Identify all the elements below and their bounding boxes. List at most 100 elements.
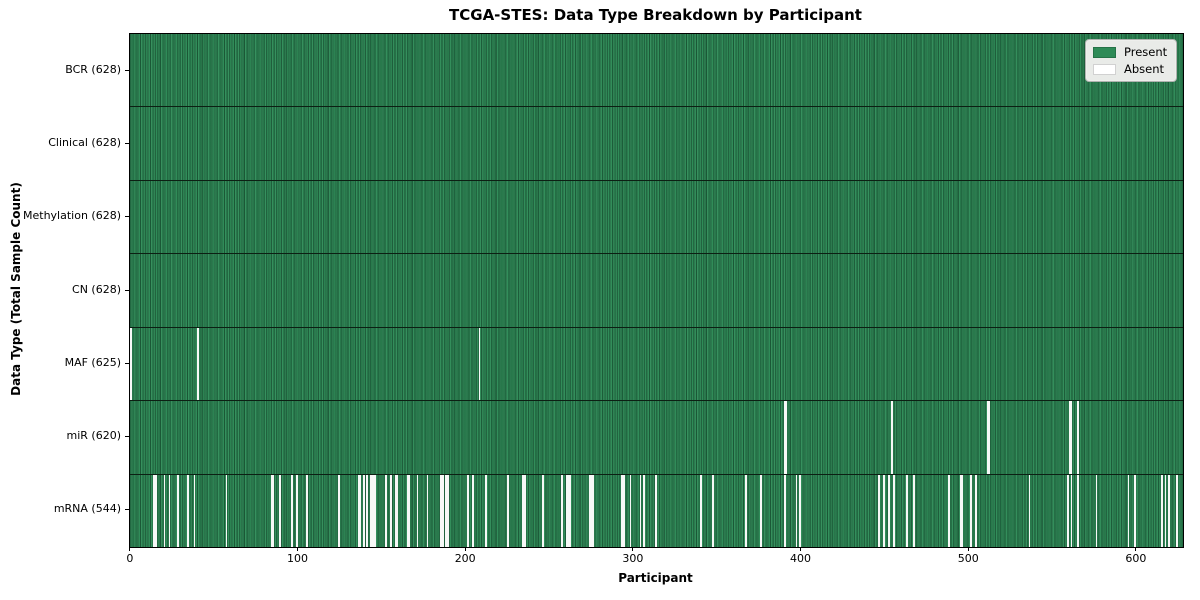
x-tick-label: 100 [287,552,308,565]
absent-stripe [366,474,369,547]
absent-stripe [440,474,442,547]
absent-stripe [988,401,991,474]
absent-stripe [1167,474,1170,547]
absent-stripe [1077,474,1080,547]
absent-stripe [569,474,571,547]
absent-stripe [913,474,915,547]
y-tick-label: Clinical (628) [48,135,121,149]
absent-stripe [1067,474,1069,547]
x-tick-label: 0 [126,552,134,565]
legend: Present Absent [1085,39,1178,82]
absent-stripe [795,474,798,547]
absent-stripe [970,474,972,547]
x-tick-mark [129,547,131,551]
absent-stripe [975,474,977,547]
absent-stripe [591,474,593,547]
absent-stripe [1095,474,1098,547]
absent-stripe [359,474,362,547]
row-band-mir [130,401,1183,475]
absent-stripe [467,474,469,547]
absent-stripe [524,474,526,547]
y-tick-label: MAF (625) [64,355,121,369]
absent-stripe [478,327,481,401]
x-tick-mark [464,547,466,551]
absent-stripe [384,474,387,547]
absent-stripe [1077,401,1080,474]
absent-stripe [745,474,748,547]
plot-area [129,33,1184,548]
absent-stripe [155,474,157,547]
absent-stripe [374,474,377,547]
absent-stripe [711,474,714,547]
absent-stripe [446,474,449,547]
row-band-clinical [130,107,1183,181]
absent-stripe [472,474,474,547]
absent-stripe [163,474,166,547]
y-tick-label: mRNA (544) [53,502,121,516]
absent-stripe [560,474,563,547]
absent-stripe [1070,474,1073,547]
absent-stripe [643,474,645,547]
absent-stripe [153,474,156,547]
absent-stripe [589,474,592,547]
absent-stripe [799,474,801,547]
x-tick-label: 200 [454,552,476,565]
x-tick-label: 400 [790,552,812,565]
absent-stripe [948,474,950,547]
legend-item-absent: Absent [1093,63,1167,75]
absent-stripe [1127,474,1130,547]
absent-stripe [621,474,623,547]
y-tick-mark [125,509,129,511]
absent-stripe [1070,401,1073,474]
x-axis-label: Participant [618,571,693,585]
x-tick-mark [1135,547,1137,551]
absent-stripe [887,474,890,547]
absent-stripe [396,474,399,547]
row-band-cn [130,254,1183,328]
absent-stripe [783,401,786,474]
absent-stripe [1134,474,1137,547]
absent-stripe [371,474,374,547]
legend-item-present: Present [1093,46,1167,58]
absent-stripe [906,474,909,547]
absent-stripe [363,474,365,547]
absent-stripe [760,474,763,547]
y-tick-mark [125,436,129,438]
absent-stripe [441,474,444,547]
absent-stripe [639,474,642,547]
absent-stripe [1176,474,1178,547]
absent-stripe [700,474,702,547]
absent-stripe [485,474,488,547]
absent-stripe [565,474,568,547]
absent-stripe [168,474,171,547]
absent-stripe [592,474,595,547]
y-tick-label: CN (628) [72,282,121,296]
absent-stripe [373,474,375,547]
absent-stripe [891,401,893,474]
absent-stripe [654,474,657,547]
absent-stripe [522,474,525,547]
x-tick-mark [297,547,298,551]
absent-stripe [892,474,895,547]
absent-stripe [785,401,788,474]
x-tick-label: 300 [622,552,644,565]
chart-title: TCGA-STES: Data Type Breakdown by Partic… [449,6,862,24]
absent-stripe [394,474,397,547]
absent-stripe [1028,474,1031,547]
absent-stripe [270,474,273,547]
absent-stripe [986,401,989,474]
absent-stripe [193,474,196,547]
absent-stripe [783,474,786,547]
x-tick-label: 600 [1125,552,1147,565]
absent-stripe [882,474,885,547]
y-tick-mark [125,362,129,364]
absent-stripe [369,474,372,547]
absent-stripe [358,474,360,547]
absent-stripe [416,474,419,547]
absent-stripe [295,474,298,547]
x-tick-mark [800,547,802,551]
row-band-mrna [130,474,1183,547]
absent-stripe [176,474,179,547]
absent-stripe [1068,401,1071,474]
absent-stripe [445,474,447,547]
